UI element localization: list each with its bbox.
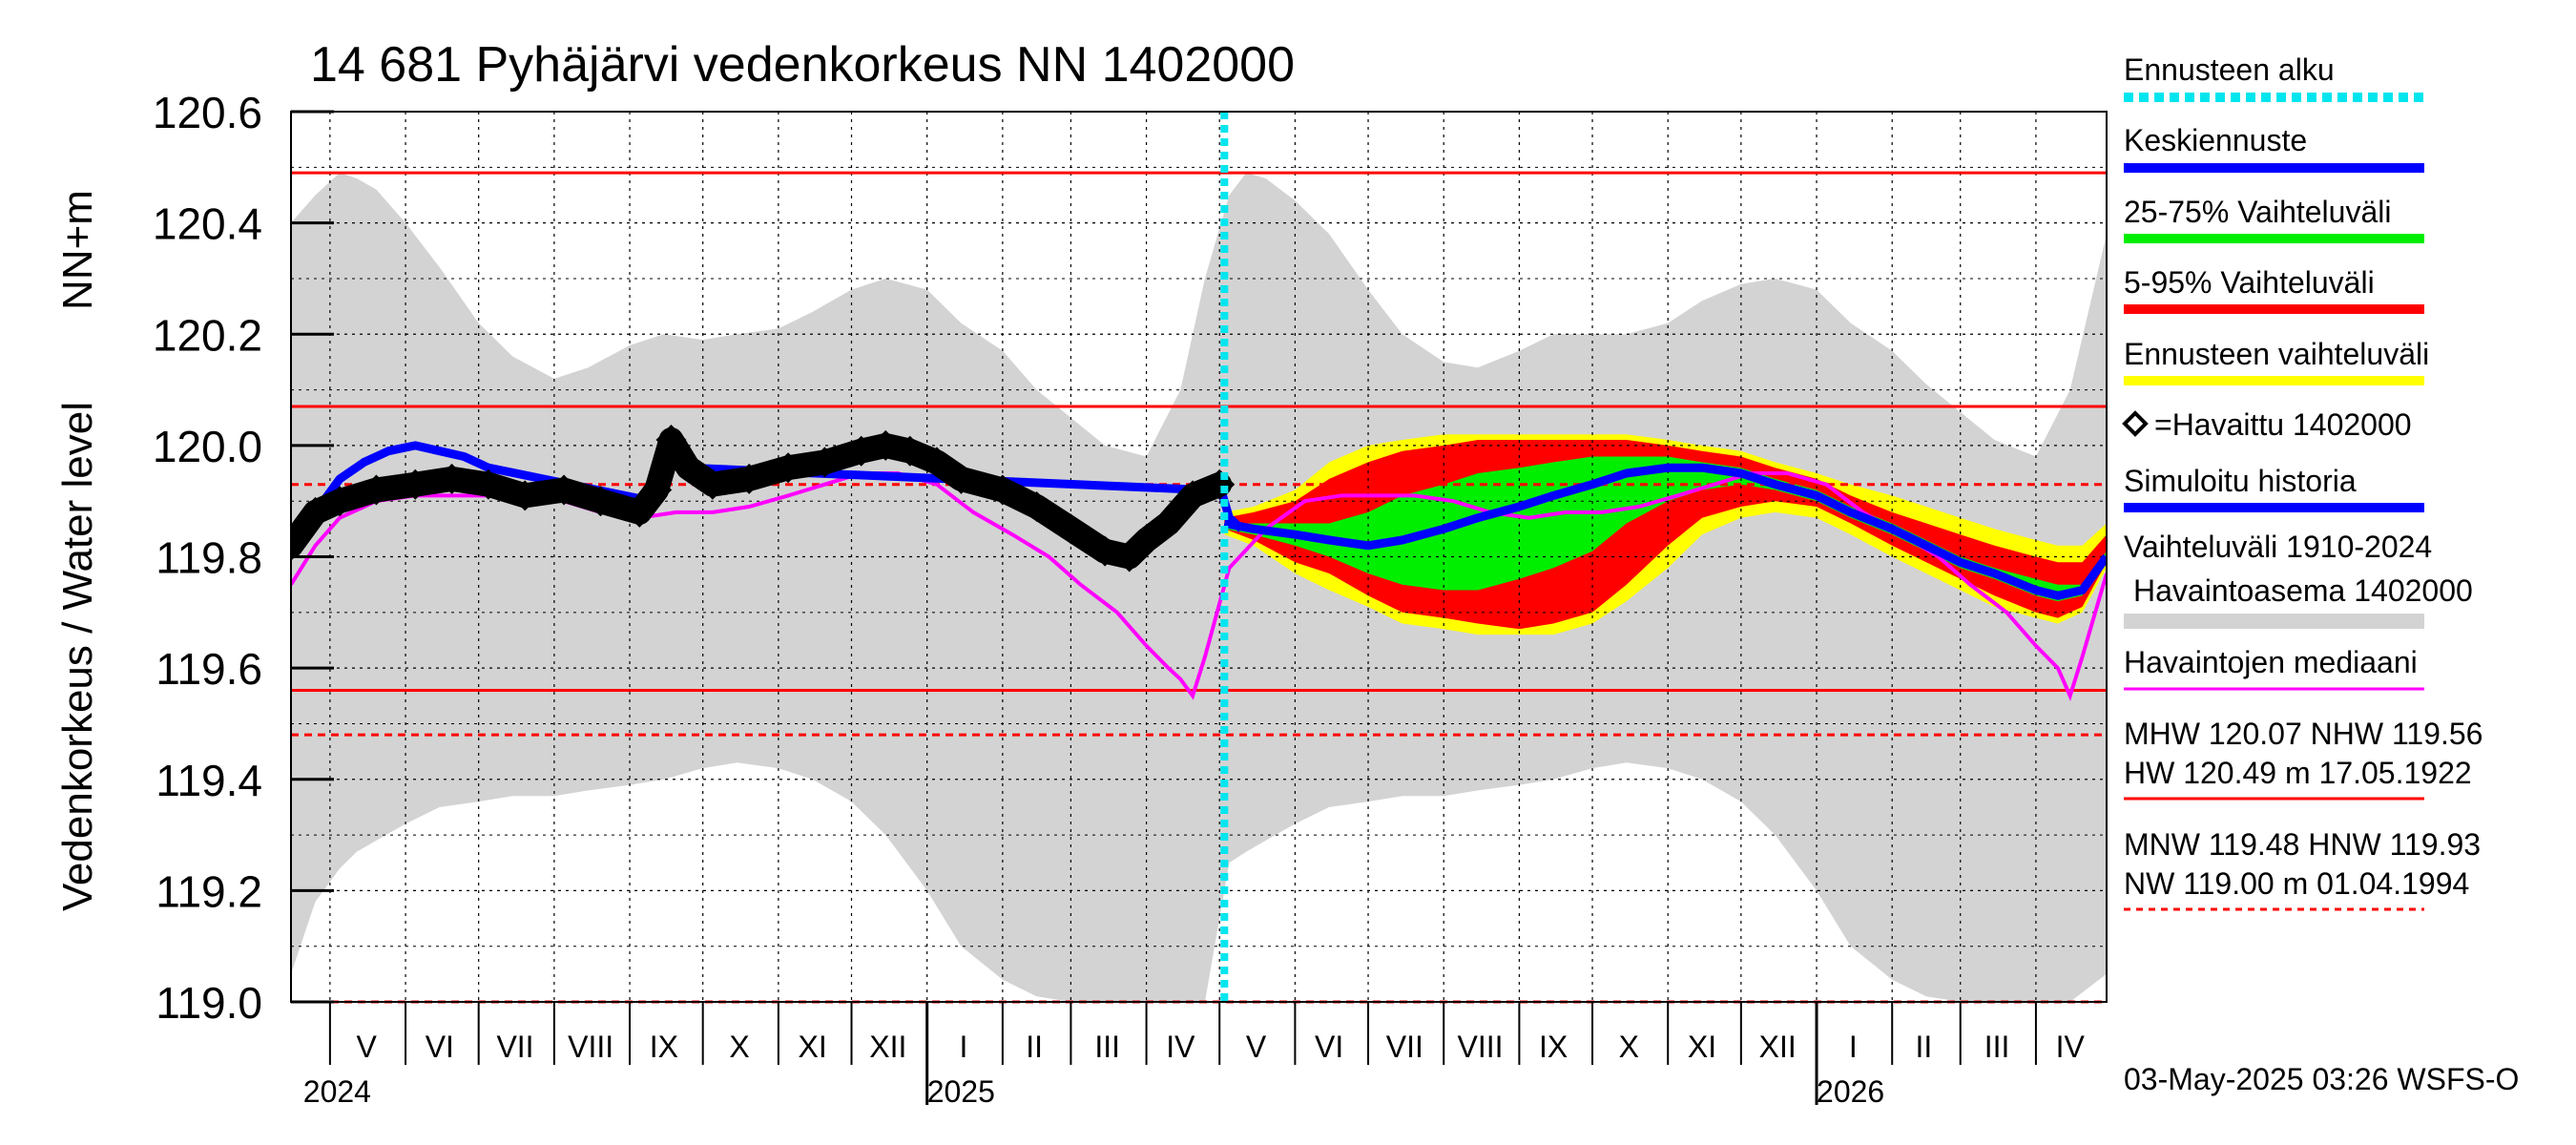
observed-point xyxy=(809,447,841,478)
month-label: VII xyxy=(496,1030,533,1064)
month-label: IV xyxy=(1166,1030,1195,1064)
y-tick-label: 120.6 xyxy=(153,88,262,137)
observed-point xyxy=(361,474,392,506)
month-label: VIII xyxy=(1458,1030,1504,1064)
legend-label-ennusteen_vaihteluvali: Ennusteen vaihteluväli xyxy=(2124,337,2429,371)
observed-point xyxy=(585,486,616,517)
legend-label-mediaani: Havaintojen mediaani xyxy=(2124,645,2418,679)
observed-point xyxy=(509,480,541,511)
observed-point xyxy=(624,496,655,528)
observed-point xyxy=(641,474,673,506)
month-label: XI xyxy=(799,1030,827,1064)
observed-point xyxy=(549,474,580,506)
month-label: VIII xyxy=(568,1030,613,1064)
month-label: IX xyxy=(650,1030,678,1064)
observed-point xyxy=(1177,480,1209,511)
legend-label-vaihteluvali: Vaihteluväli 1910-2024 xyxy=(2124,530,2432,564)
grid-layer xyxy=(291,112,2107,1002)
observed-point xyxy=(945,463,977,494)
y-tick-label: 120.2 xyxy=(153,310,262,360)
observed-point xyxy=(1153,508,1184,539)
footer-timestamp: 03-May-2025 03:26 WSFS-O xyxy=(2124,1062,2519,1096)
legend-label-mhw: MHW 120.07 NHW 119.56 xyxy=(2124,717,2483,751)
observed-point xyxy=(300,496,331,528)
observed-point xyxy=(472,468,504,500)
y-tick-label: 119.8 xyxy=(156,533,262,583)
history-range-band xyxy=(291,173,2107,1002)
legend-label-p25_75: 25-75% Vaihteluväli xyxy=(2124,195,2391,229)
legend-label-keskiennuste: Keskiennuste xyxy=(2124,123,2307,157)
month-label: IX xyxy=(1539,1030,1568,1064)
y-tick-label: 119.6 xyxy=(156,644,262,694)
observed-point xyxy=(1131,525,1162,556)
observed-point xyxy=(1055,513,1087,545)
legend-label2-mhw: HW 120.49 m 17.05.1922 xyxy=(2124,756,2472,790)
month-label: III xyxy=(1984,1030,2010,1064)
legend-label-p5_95: 5-95% Vaihteluväli xyxy=(2124,265,2375,300)
observed-point xyxy=(773,452,804,484)
forecast-25-75-band xyxy=(1224,456,2107,602)
observed-point xyxy=(845,435,877,467)
observed-point xyxy=(1090,535,1121,567)
observed-point xyxy=(1113,541,1145,572)
month-label: XII xyxy=(869,1030,906,1064)
month-label: X xyxy=(1619,1030,1639,1064)
month-label: IV xyxy=(2056,1030,2086,1064)
legend-label2-mnw: NW 119.00 m 01.04.1994 xyxy=(2124,866,2469,901)
observed-point xyxy=(324,486,356,517)
month-label: VII xyxy=(1386,1030,1423,1064)
y-axis-label: Vedenkorkeus / Water level xyxy=(54,402,101,911)
observed-point xyxy=(1021,491,1052,523)
observed-point xyxy=(734,463,765,494)
month-label: VI xyxy=(1315,1030,1343,1064)
y-axis-unit: NN+m xyxy=(54,190,101,310)
observed-point xyxy=(673,452,704,484)
y-tick-label: 119.0 xyxy=(156,978,262,1028)
y-tick-label: 119.4 xyxy=(156,756,262,805)
observed-point xyxy=(436,463,467,494)
chart-title: 14 681 Pyhäjärvi vedenkorkeus NN 1402000 xyxy=(310,37,1295,93)
legend-label-mnw: MNW 119.48 HNW 119.93 xyxy=(2124,827,2481,862)
axes-layer: 120.6 120.4 120.2 120.0 119.8 119.6 119.4 119.2… xyxy=(153,88,2108,1109)
series-layer xyxy=(291,112,2107,1002)
legend-label-simuloitu: Simuloitu historia xyxy=(2124,464,2357,498)
year-label: 2026 xyxy=(1817,1074,1884,1109)
observed-point xyxy=(696,468,728,500)
year-label: 2025 xyxy=(927,1074,995,1109)
month-label: I xyxy=(960,1030,968,1064)
month-label: II xyxy=(1026,1030,1043,1064)
observed-point xyxy=(870,429,902,461)
y-tick-label: 120.0 xyxy=(153,422,262,471)
legend-label-ennusteen_alku: Ennusteen alku xyxy=(2124,52,2335,87)
observed-point xyxy=(291,530,306,561)
month-label: X xyxy=(729,1030,749,1064)
bands-layer xyxy=(291,173,2107,1002)
month-label: XI xyxy=(1688,1030,1716,1064)
year-label: 2024 xyxy=(303,1074,371,1109)
observed-point xyxy=(655,425,687,456)
month-label: V xyxy=(357,1030,378,1064)
legend: Ennusteen alku Keskiennuste 25-75% Vaihtel… xyxy=(2122,52,2483,911)
month-label: V xyxy=(1246,1030,1267,1064)
observed-point xyxy=(987,474,1018,506)
legend-label2-vaihteluvali: Havaintoasema 1402000 xyxy=(2133,573,2473,608)
observed-point xyxy=(894,435,925,467)
month-label: VI xyxy=(426,1030,454,1064)
observed-point xyxy=(921,447,952,478)
y-tick-label: 119.2 xyxy=(156,866,262,916)
y-tick-label: 120.4 xyxy=(153,199,262,249)
month-label: XII xyxy=(1759,1030,1797,1064)
month-label: I xyxy=(1849,1030,1858,1064)
legend-label-havaittu: =Havaittu 1402000 xyxy=(2154,407,2412,442)
median-forecast-line xyxy=(1223,463,2107,600)
month-label: II xyxy=(1916,1030,1933,1064)
month-label: III xyxy=(1094,1030,1120,1064)
observed-point xyxy=(400,468,431,500)
legend-swatch-havaittu xyxy=(2122,410,2149,437)
